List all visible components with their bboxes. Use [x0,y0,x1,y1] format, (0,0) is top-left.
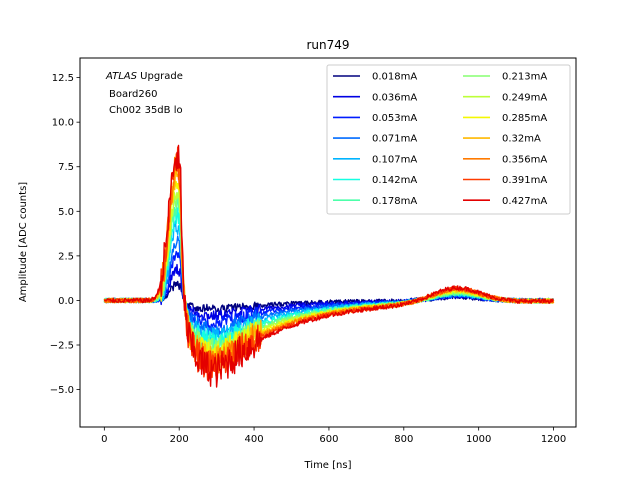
y-tick-label: 5.0 [58,207,74,218]
annotation-line-2: Board260 [109,89,157,100]
legend-items: 0.018mA 0.036mA 0.053mA 0.071mA 0.107mA 0.142… [333,72,547,207]
x-tick-label: 200 [170,434,189,445]
legend-label: 0.071mA [372,134,417,145]
y-tick-label: 7.5 [58,162,74,173]
legend-label: 0.178mA [372,196,417,207]
legend-label: 0.285mA [502,113,547,124]
x-tick-label: 800 [394,434,413,445]
x-tick-label: 400 [245,434,264,445]
series-line-0.427mA [103,144,554,388]
annotation-line-3: Ch002 35dB lo [109,105,183,116]
y-tick-label: −5.0 [50,385,74,396]
legend-label: 0.356mA [502,154,547,165]
annotation-line-1: ATLAS Upgrade [105,71,183,82]
x-tick-label: 600 [319,434,338,445]
annotation: ATLAS Upgrade Board260 Ch002 35dB lo [105,71,183,116]
legend-label: 0.053mA [372,113,417,124]
legend-label: 0.107mA [372,154,417,165]
y-axis-label: Amplitude [ADC counts] [18,182,29,302]
legend-label: 0.249mA [502,92,547,103]
x-axis: 0 200 400 600 800 1000 1200 [101,427,566,445]
legend-box [326,64,571,215]
y-tick-label: 2.5 [58,251,74,262]
x-tick-label: 0 [101,434,107,445]
plot-frame [79,57,577,428]
series-line-0.391mA [104,146,555,381]
chart-title: run749 [306,38,349,52]
legend-label: 0.036mA [372,92,417,103]
y-tick-label: 10.0 [52,118,74,129]
y-axis: −5.0 −2.5 0.0 2.5 5.0 7.5 10.0 12.5 [50,73,80,396]
x-tick-label: 1200 [541,434,566,445]
legend-label: 0.32mA [502,134,541,145]
plot-lines [103,144,555,388]
legend-label: 0.142mA [372,175,417,186]
legend-label: 0.427mA [502,196,547,207]
y-tick-label: 12.5 [52,73,74,84]
series-line-0.071mA [103,235,555,337]
y-tick-label: −2.5 [50,341,74,352]
y-tick-label: 0.0 [58,296,74,307]
legend-label: 0.391mA [502,175,547,186]
legend: 0.018mA 0.036mA 0.053mA 0.071mA 0.107mA 0.142… [326,64,571,215]
x-tick-label: 1000 [466,434,491,445]
annotation-upgrade: Upgrade [137,71,183,82]
x-axis-label: Time [ns] [303,460,351,471]
legend-label: 0.213mA [502,72,547,83]
legend-label: 0.018mA [372,72,417,83]
annotation-atlas: ATLAS [105,71,138,82]
